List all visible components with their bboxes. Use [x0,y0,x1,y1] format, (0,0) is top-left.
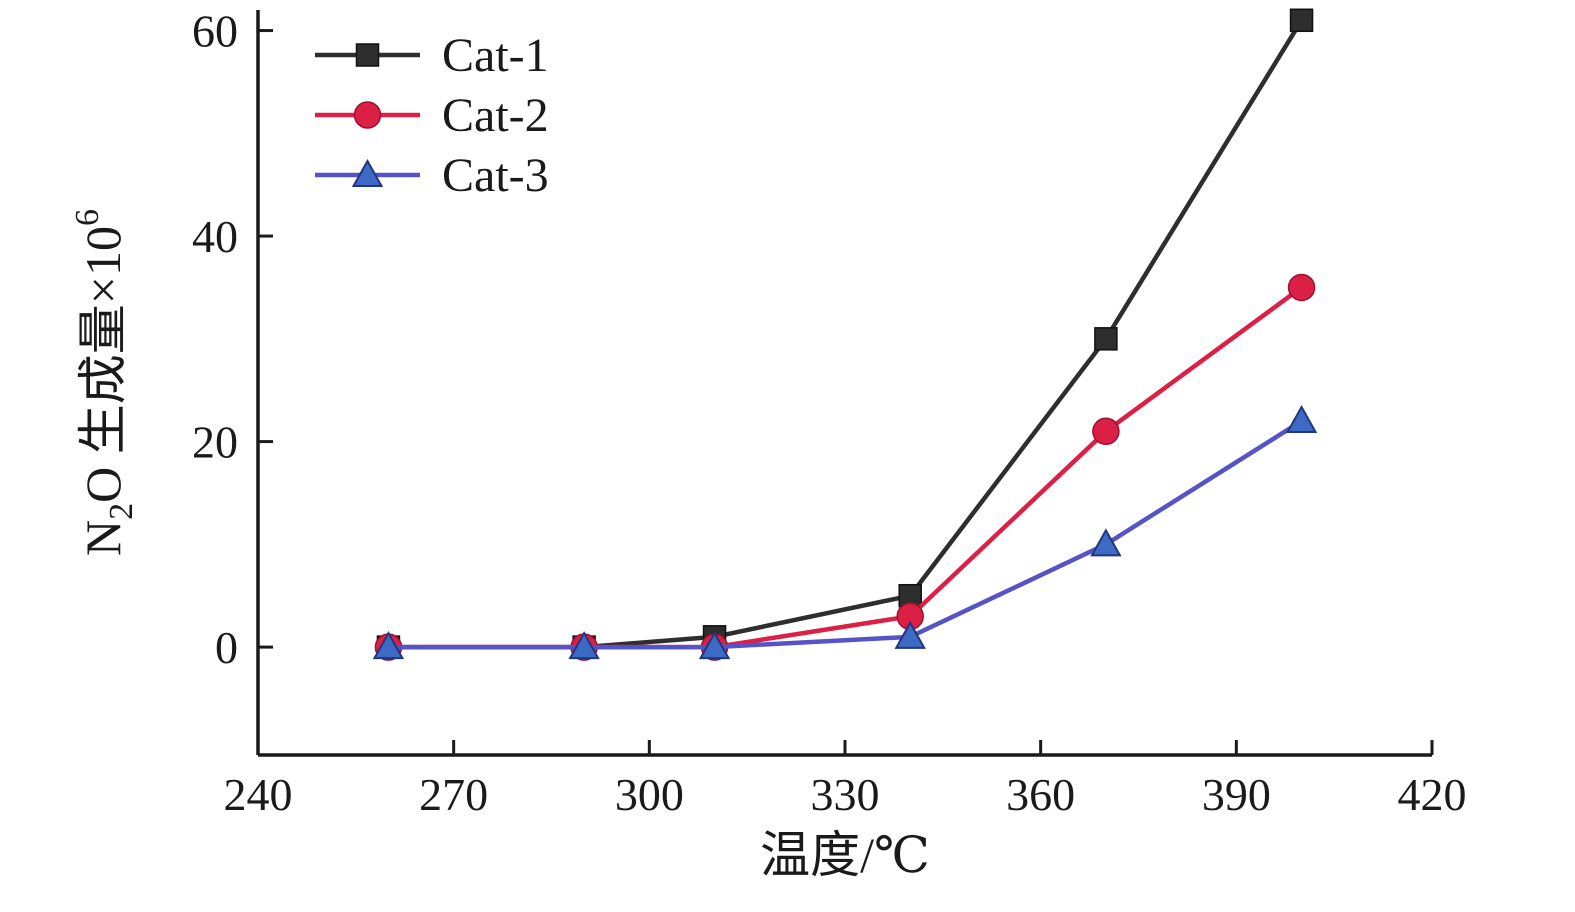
y-tick-label: 40 [192,211,238,262]
series-line-cat-3 [388,419,1303,650]
marker-triangle-cat-3 [372,631,405,660]
legend-item-cat-3: Cat-3 [315,149,549,202]
y-axis-title: N2O 生成量×106 [69,209,140,556]
x-axis-title: 温度/℃ [760,827,930,883]
marker-square-cat-1 [1289,8,1314,33]
marker-triangle-cat-3 [1090,528,1122,557]
y-tick-label: 20 [192,417,238,468]
marker-square-cat-1 [1094,327,1118,351]
y-tick-label: 0 [215,622,238,673]
y-tick-label: 60 [192,6,238,57]
x-tick-label: 270 [419,769,488,820]
series-cat-3 [372,404,1318,660]
legend-label-cat-1: Cat-1 [442,29,549,82]
x-tick-label: 330 [811,769,880,820]
x-tick-label: 390 [1202,769,1271,820]
x-tick-label: 420 [1398,769,1467,820]
marker-triangle-cat-3 [568,631,600,660]
legend-marker-cat-1 [355,43,380,67]
legend-marker-cat-2 [353,101,382,129]
legend-item-cat-1: Cat-1 [315,29,549,82]
legend-label-cat-3: Cat-3 [442,149,549,202]
marker-triangle-cat-3 [894,620,926,649]
legend: Cat-1 Cat-2 Cat-3 [315,29,549,202]
x-tick-label: 300 [615,769,684,820]
x-tick-label: 240 [224,769,293,820]
x-tick-label: 360 [1006,769,1075,820]
marker-circle-cat-2 [1287,273,1316,302]
marker-circle-cat-2 [1092,417,1120,446]
series-line-cat-2 [388,285,1303,650]
marker-triangle-cat-3 [698,631,731,660]
legend-item-cat-2: Cat-2 [315,89,549,142]
legend-marker-cat-3 [351,158,384,187]
marker-triangle-cat-3 [1285,404,1318,434]
legend-label-cat-2: Cat-2 [442,89,549,142]
series-cat-2 [374,273,1316,661]
